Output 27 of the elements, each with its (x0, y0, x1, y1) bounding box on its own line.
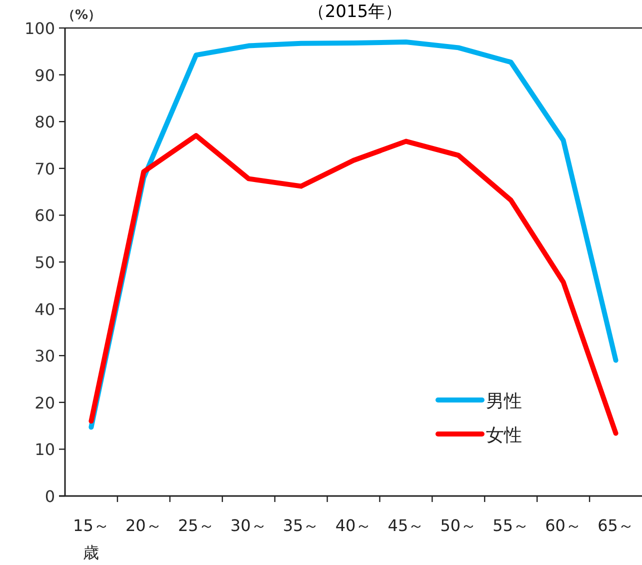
x-tick-label: 50～ (440, 516, 477, 535)
chart-title: （2015年） (308, 2, 402, 22)
x-tick-label: 45～ (388, 516, 424, 535)
y-tick-label: 50 (34, 253, 55, 272)
x-tick-label: 40～ (335, 516, 372, 535)
y-tick-label: 40 (34, 300, 55, 319)
y-tick-label: 0 (44, 487, 55, 506)
x-axis-title: 歳 (83, 543, 100, 562)
x-tick-label: 35～ (282, 516, 320, 535)
y-tick-label: 80 (34, 112, 55, 132)
x-tick-label: 25～ (178, 516, 214, 535)
x-tick-label: 65～ (598, 516, 634, 535)
x-tick-label: 20～ (126, 516, 162, 535)
y-tick-label: 70 (34, 159, 55, 178)
x-tick-label: 30～ (230, 516, 267, 535)
x-tick-label: 15～ (73, 516, 110, 535)
y-tick-label: 60 (34, 206, 55, 226)
x-tick-label: 60～ (545, 516, 582, 535)
y-tick-label: 90 (34, 66, 55, 85)
y-tick-label: 30 (34, 346, 55, 366)
y-axis-title: （%） (62, 8, 102, 23)
legend-label: 女性 (486, 425, 522, 446)
x-tick-label: 55～ (492, 516, 530, 535)
y-tick-label: 20 (34, 393, 55, 412)
y-tick-label: 100 (24, 19, 55, 38)
legend-label: 男性 (486, 391, 522, 412)
y-tick-label: 10 (34, 440, 55, 460)
